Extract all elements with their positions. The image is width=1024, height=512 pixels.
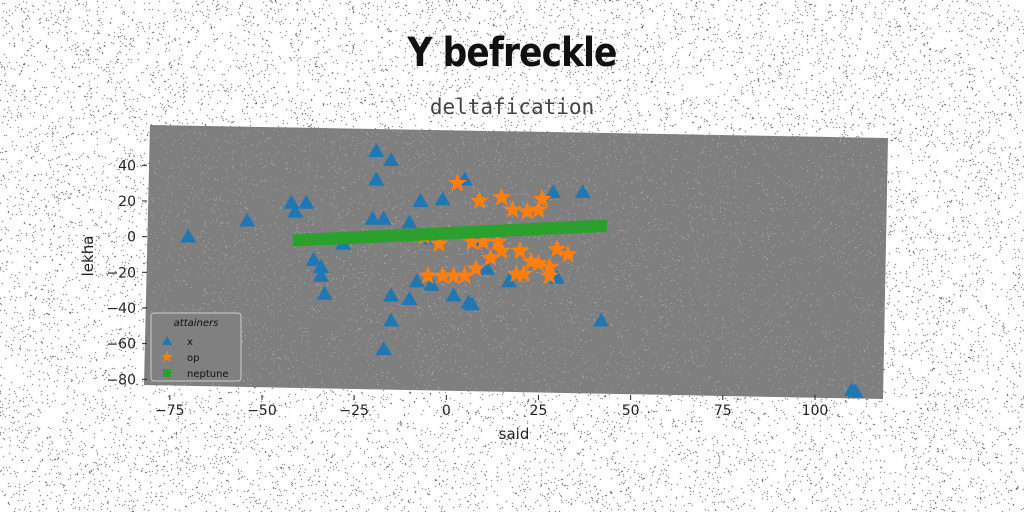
y-tick-label: 20 <box>118 194 136 210</box>
point-op <box>529 253 548 272</box>
point-op <box>529 199 548 218</box>
legend-box <box>150 312 242 382</box>
point-op <box>514 264 534 283</box>
series-neptune <box>292 219 608 247</box>
x-axis-label: said <box>499 425 530 443</box>
x-tick-label: 25 <box>530 403 548 419</box>
point-x <box>375 210 392 225</box>
point-op <box>532 189 552 208</box>
point-x <box>847 383 864 398</box>
point-x <box>312 267 329 282</box>
point-x <box>593 312 610 327</box>
y-tick-label: −20 <box>106 265 136 281</box>
point-op <box>462 232 482 251</box>
x-tick-label: −25 <box>339 403 369 419</box>
legend-marker <box>161 351 173 362</box>
point-x <box>368 171 385 186</box>
y-axis-ticks: 40 20 0 −20 −40 −60 −80 <box>106 158 147 388</box>
legend-item-neptune: neptune <box>163 369 229 380</box>
point-op <box>540 265 559 284</box>
point-x <box>545 184 562 199</box>
point-x <box>434 191 451 206</box>
x-tick-label: 50 <box>622 403 640 419</box>
x-axis-ticks: −75 −50 −25 0 25 50 75 100 <box>155 395 828 419</box>
chart-title: Y befreckle <box>407 30 617 76</box>
x-tick-label: 75 <box>714 403 732 419</box>
point-x <box>423 276 440 291</box>
point-x <box>383 287 399 302</box>
point-x <box>180 228 197 243</box>
legend-label: neptune <box>187 369 229 380</box>
point-op <box>492 240 512 259</box>
point-op <box>547 239 567 258</box>
point-op <box>429 233 449 252</box>
point-x <box>445 287 462 302</box>
legend-label: op <box>187 353 199 364</box>
point-op <box>455 265 475 284</box>
point-x <box>478 260 495 275</box>
point-x <box>239 212 256 227</box>
y-axis-label: lekha <box>79 236 97 277</box>
point-x <box>574 184 591 199</box>
point-x <box>383 312 399 327</box>
point-x <box>316 285 333 300</box>
legend-label: x <box>187 337 193 348</box>
legend-items: x op neptune <box>161 336 229 380</box>
point-x <box>287 203 304 218</box>
point-x <box>364 210 381 225</box>
point-op <box>558 244 578 263</box>
point-x <box>401 291 418 306</box>
point-x <box>375 340 392 355</box>
point-neptune <box>595 219 608 232</box>
point-x <box>298 194 315 209</box>
point-x <box>408 273 425 288</box>
legend: attainers x op neptune <box>150 312 242 382</box>
point-op <box>418 265 438 284</box>
y-tick-label: 40 <box>118 158 136 174</box>
point-op <box>481 248 500 267</box>
point-op <box>447 173 467 192</box>
point-op <box>433 265 453 284</box>
y-tick-label: −60 <box>106 337 136 353</box>
x-tick-label: −50 <box>247 403 277 419</box>
point-op <box>444 265 464 284</box>
y-tick-label: 0 <box>127 230 136 246</box>
point-op <box>492 187 512 206</box>
legend-marker <box>163 369 171 377</box>
legend-item-x: x <box>162 336 193 348</box>
point-op <box>470 191 489 210</box>
point-op <box>473 232 493 251</box>
point-op <box>488 232 508 251</box>
point-op <box>466 258 486 277</box>
point-x <box>412 192 429 207</box>
point-x <box>312 258 329 273</box>
y-tick-label: −80 <box>106 372 136 388</box>
point-x <box>383 151 399 166</box>
point-op <box>506 264 526 283</box>
x-tick-label: 100 <box>802 403 829 419</box>
plot-speckle <box>150 130 886 393</box>
x-tick-label: 0 <box>442 403 451 419</box>
legend-marker <box>162 336 172 345</box>
point-x <box>464 296 481 311</box>
point-x <box>305 251 322 266</box>
x-tick-label: −75 <box>155 403 185 419</box>
point-op <box>510 240 530 259</box>
plot-area <box>144 125 888 399</box>
y-tick-label: −40 <box>106 301 136 317</box>
point-x <box>401 214 418 229</box>
point-op <box>503 199 523 218</box>
data-marks <box>180 143 864 398</box>
legend-title: attainers <box>174 318 219 329</box>
chart-subtitle: deltafication <box>429 95 595 119</box>
point-op <box>517 201 537 220</box>
point-x <box>500 273 517 288</box>
legend-item-op: op <box>161 351 199 364</box>
point-x <box>368 143 385 158</box>
